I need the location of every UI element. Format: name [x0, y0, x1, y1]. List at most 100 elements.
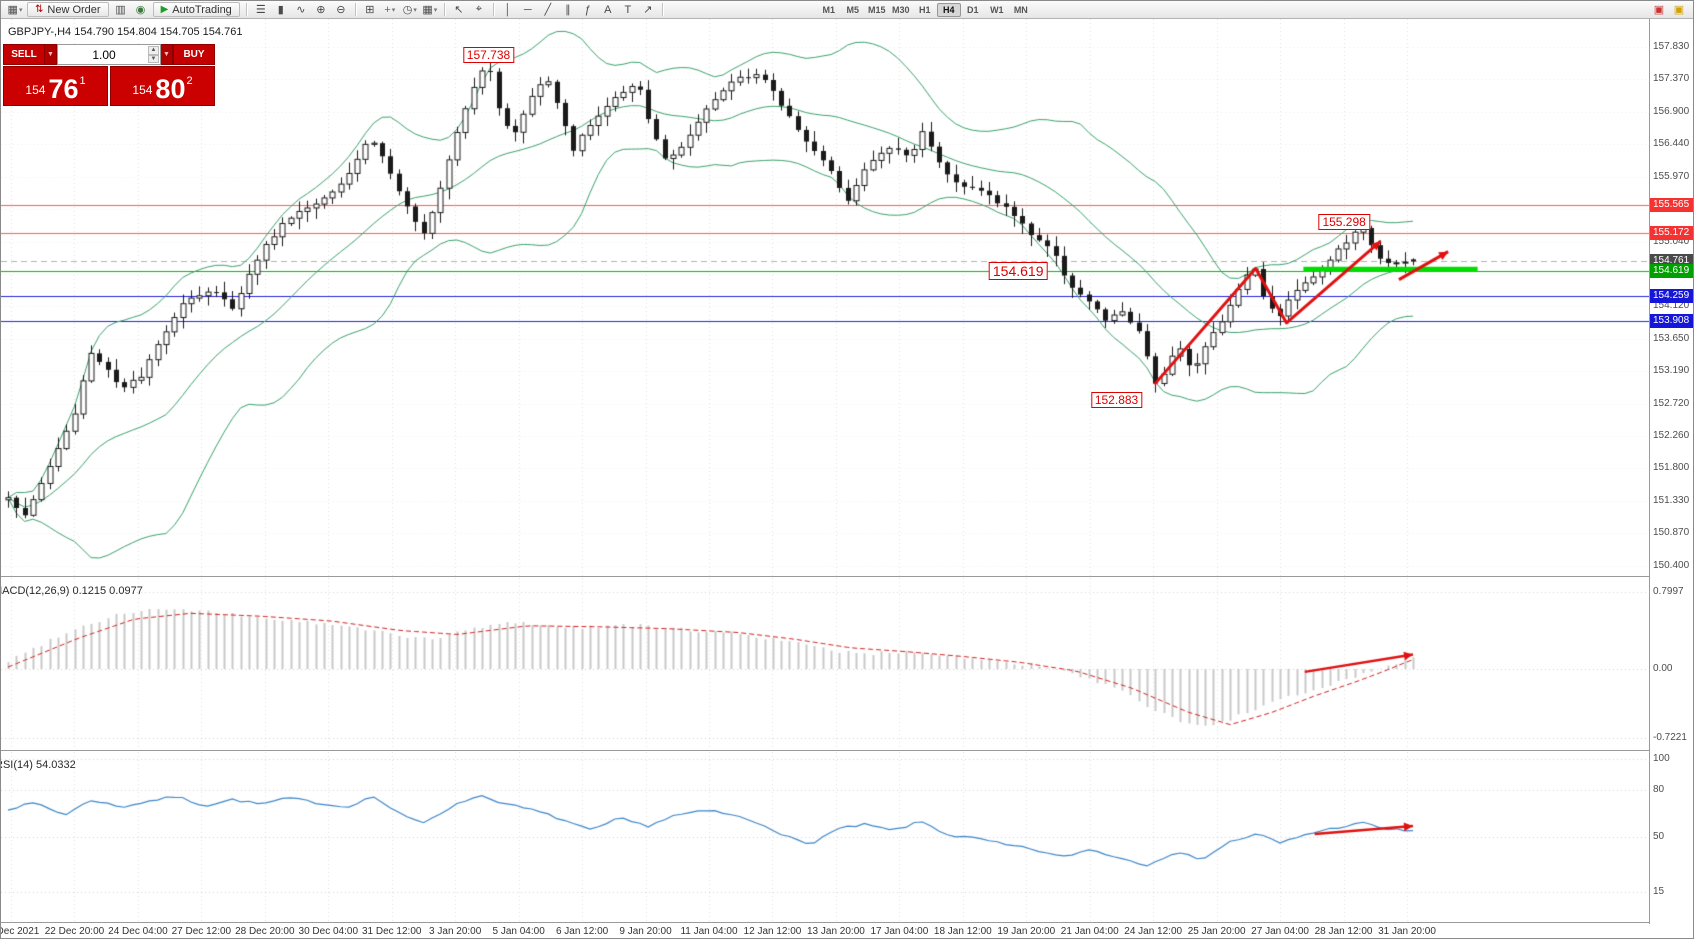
price-axis-label: 151.330 [1653, 495, 1690, 507]
line-chart-icon[interactable]: ∿ [292, 2, 310, 18]
autotrading-button[interactable]: ▶ AutoTrading [152, 2, 240, 17]
chart-profiles-icon[interactable]: ▥ [112, 2, 130, 18]
price-axis-label: 152.260 [1653, 430, 1690, 442]
price-axis-label: 157.370 [1653, 73, 1690, 85]
buy-price-button[interactable]: 154 80 2 [110, 66, 215, 106]
sell-options-dropdown[interactable]: ▼ [45, 44, 57, 65]
price-axis-label: 151.800 [1653, 462, 1690, 474]
price-callout-label[interactable]: 155.298 [1318, 213, 1370, 230]
timeframe-button-h4[interactable]: H4 [936, 2, 961, 17]
price-axis-label: 156.900 [1653, 105, 1690, 117]
timeframe-button-m30[interactable]: M30 [892, 4, 910, 15]
horizontal-line-icon[interactable]: ─ [519, 2, 537, 18]
vertical-line-icon[interactable]: │ [499, 2, 517, 18]
volume-increase-button[interactable]: ▲ [148, 46, 159, 55]
sell-price-sup: 1 [79, 75, 86, 87]
price-callout-label[interactable]: 154.619 [988, 262, 1048, 281]
cursor-icon[interactable]: ↖ [450, 2, 468, 18]
text-icon-glyph: A [604, 3, 612, 16]
buy-options-dropdown[interactable]: ▼ [161, 44, 173, 65]
expert-advisors-icon[interactable]: ◉ [132, 2, 150, 18]
new-chart-icon-glyph: ▦ [7, 4, 18, 16]
chart-profiles-icon-glyph: ▥ [115, 4, 126, 16]
toolbar-separator [443, 3, 445, 16]
templates-icon[interactable]: ▦ ▾ [421, 2, 439, 18]
zoom-out-icon-glyph: ⊖ [336, 4, 346, 16]
tile-windows-icon[interactable]: ⊞ [361, 2, 379, 18]
equidistant-channel-icon-glyph: ∥ [565, 4, 571, 16]
timeframe-button-m5[interactable]: M5 [846, 4, 860, 15]
date-label: 6 Jan 12:00 [555, 926, 609, 937]
timeframe-button-m15[interactable]: M15 [868, 4, 886, 15]
volume-input[interactable] [58, 45, 160, 64]
timeframe-button-w1[interactable]: W1 [990, 4, 1004, 15]
macd-indicator-label: MACD(12,26,9) 0.1215 0.0977 [1, 585, 143, 597]
volume-field: ▲ ▼ [57, 44, 161, 65]
sell-button[interactable]: SELL [3, 44, 45, 65]
bar-chart-icon[interactable]: ☰ [252, 2, 270, 18]
date-label: 28 Jan 12:00 [1314, 926, 1373, 937]
arrows-tool-icon[interactable]: ↗ [639, 2, 657, 18]
toolbar-separator [354, 3, 356, 16]
autotrading-button-label: AutoTrading [172, 3, 232, 16]
notification-icon[interactable]: ▣ [1670, 2, 1688, 18]
indicators-add-icon[interactable]: + ▾ [381, 2, 399, 18]
expert-advisors-icon-glyph: ◉ [135, 4, 146, 16]
cursor-icon-glyph: ↖ [454, 4, 464, 16]
buy-button[interactable]: BUY [173, 44, 215, 65]
buy-price-sup: 2 [186, 75, 193, 87]
zoom-out-icon[interactable]: ⊖ [332, 2, 350, 18]
equidistant-channel-icon[interactable]: ∥ [559, 2, 577, 18]
rsi-axis-label: 15 [1653, 885, 1665, 897]
text-label-icon[interactable]: T [619, 2, 637, 18]
sell-price-button[interactable]: 154 76 1 [3, 66, 108, 106]
price-chart-canvas[interactable] [1, 19, 1649, 576]
timeframe-button-d1[interactable]: D1 [967, 4, 979, 15]
price-level-badge: 155.565 [1650, 198, 1693, 213]
date-label: 21 Dec 2021 [1, 926, 40, 937]
periods-icon[interactable]: ◷ ▾ [401, 2, 419, 18]
timeframe-button-mn[interactable]: MN [1013, 4, 1028, 15]
sell-price-int: 154 [25, 83, 46, 97]
text-icon[interactable]: A [599, 2, 617, 18]
timeframe-button-m1[interactable]: M1 [822, 4, 836, 15]
trendline-icon[interactable]: ╱ [539, 2, 557, 18]
date-label: 21 Jan 04:00 [1060, 926, 1119, 937]
date-label: 19 Jan 20:00 [997, 926, 1056, 937]
sell-price-big: 76 [48, 74, 79, 105]
bar-chart-icon-glyph: ☰ [255, 4, 266, 16]
price-axis[interactable]: 157.830 157.370 156.900 156.440 155.970 155.5… [1649, 19, 1693, 924]
date-label: 27 Dec 12:00 [171, 926, 232, 937]
fibonacci-icon[interactable]: ƒ [579, 2, 597, 18]
date-label: 12 Jan 12:00 [743, 926, 802, 937]
new-chart-icon[interactable]: ▦ ▾ [6, 2, 24, 18]
macd-axis-label: 0.00 [1653, 663, 1673, 674]
alert-icon[interactable]: ▣ [1650, 2, 1668, 18]
price-level-badge: 154.619 [1650, 264, 1693, 279]
macd-canvas[interactable] [1, 578, 1649, 750]
candlestick-chart-icon-glyph: ▮ [277, 4, 284, 16]
chevron-down-icon: ▼ [47, 51, 54, 58]
chevron-down-icon: ▼ [163, 51, 170, 58]
date-label: 24 Dec 04:00 [108, 926, 168, 937]
chart-ohlc-title: GBPJPY-,H4 154.790 154.804 154.705 154.7… [8, 26, 243, 38]
dropdown-arrow-icon: ▾ [433, 6, 438, 14]
price-axis-label: 153.190 [1653, 365, 1690, 377]
zoom-in-icon[interactable]: ⊕ [312, 2, 330, 18]
panel-separator[interactable] [1, 576, 1693, 577]
timeframe-button-h1[interactable]: H1 [919, 4, 931, 15]
price-callout-label[interactable]: 157.738 [462, 46, 515, 63]
rsi-canvas[interactable] [1, 752, 1649, 922]
dropdown-arrow-icon: ▾ [413, 6, 417, 14]
volume-decrease-button[interactable]: ▼ [148, 54, 159, 63]
panel-separator [1, 922, 1693, 923]
price-callout-label[interactable]: 152.883 [1090, 391, 1143, 408]
panel-separator[interactable] [1, 750, 1693, 751]
candlestick-chart-icon[interactable]: ▮ [272, 2, 290, 18]
price-axis-label: 155.970 [1653, 170, 1690, 182]
new-order-button[interactable]: ⇅ New Order [27, 2, 109, 17]
crosshair-icon[interactable]: ⌖ [470, 2, 488, 18]
zoom-in-icon-glyph: ⊕ [316, 4, 326, 16]
